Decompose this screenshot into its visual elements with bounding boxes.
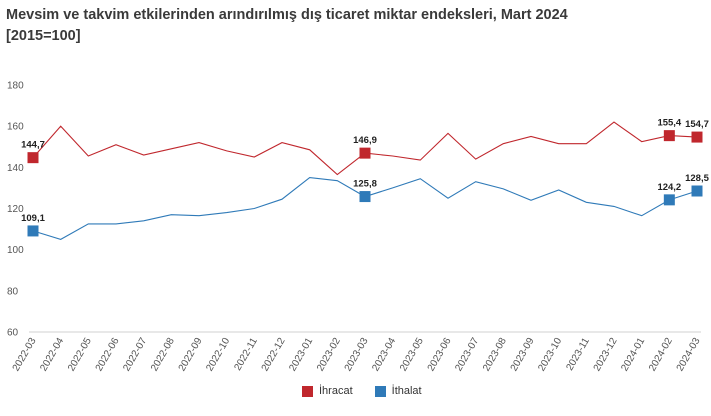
x-tick-label: 2023-07 xyxy=(453,336,481,374)
x-tick-label: 2023-02 xyxy=(315,336,343,374)
x-tick-label: 2023-03 xyxy=(343,336,371,374)
x-tick-label: 2023-11 xyxy=(564,336,592,373)
legend-label-exports: İhracat xyxy=(319,385,353,397)
data-marker-exports xyxy=(359,147,371,159)
y-tick-label: 140 xyxy=(7,163,24,174)
data-label-imports: 124,2 xyxy=(657,182,681,193)
data-label-exports: 144,7 xyxy=(21,140,45,151)
legend-label-imports: İthalat xyxy=(391,385,422,397)
chart-title: Mevsim ve takvim etkilerinden arındırılm… xyxy=(6,7,568,23)
y-tick-label: 80 xyxy=(7,286,19,297)
x-tick-label: 2022-04 xyxy=(38,336,66,374)
data-marker-exports xyxy=(691,131,703,143)
x-tick-label: 2024-02 xyxy=(647,336,675,374)
y-tick-label: 100 xyxy=(7,245,24,256)
data-label-imports: 109,1 xyxy=(21,213,45,224)
x-tick-label: 2022-08 xyxy=(149,336,177,374)
legend-item-imports[interactable]: İthalat xyxy=(374,385,422,397)
x-tick-label: 2023-01 xyxy=(287,336,315,374)
data-label-imports: 125,8 xyxy=(353,179,377,190)
legend-item-exports[interactable]: İhracat xyxy=(302,385,353,397)
x-tick-label: 2023-06 xyxy=(426,336,454,374)
x-tick-label: 2024-03 xyxy=(675,336,703,374)
x-tick-label: 2022-03 xyxy=(11,336,39,374)
x-tick-label: 2024-01 xyxy=(619,336,647,374)
y-tick-label: 120 xyxy=(7,204,24,215)
x-tick-label: 2022-11 xyxy=(232,336,260,373)
x-tick-label: 2023-10 xyxy=(536,336,564,374)
data-label-exports: 154,7 xyxy=(685,119,709,130)
x-tick-label: 2023-12 xyxy=(592,336,620,374)
data-marker-exports xyxy=(663,130,675,142)
x-tick-label: 2022-05 xyxy=(66,336,94,374)
data-marker-imports xyxy=(27,225,39,237)
data-label-imports: 128,5 xyxy=(685,173,709,184)
x-tick-label: 2022-09 xyxy=(177,336,205,374)
x-tick-label: 2023-08 xyxy=(481,336,509,374)
x-tick-label: 2022-06 xyxy=(94,336,122,374)
x-tick-label: 2022-12 xyxy=(260,336,288,374)
legend-swatch-exports xyxy=(302,385,313,397)
data-label-exports: 146,9 xyxy=(353,135,377,146)
x-tick-label: 2023-04 xyxy=(370,336,398,374)
y-tick-label: 180 xyxy=(7,81,24,92)
x-tick-label: 2023-09 xyxy=(509,336,537,374)
data-marker-exports xyxy=(27,152,39,164)
data-label-exports: 155,4 xyxy=(657,118,681,129)
y-tick-label: 60 xyxy=(7,328,19,339)
x-tick-label: 2023-05 xyxy=(398,336,426,374)
chart-subtitle: [2015=100] xyxy=(6,28,81,44)
y-tick-label: 160 xyxy=(7,122,24,133)
data-marker-imports xyxy=(691,185,703,197)
x-tick-label: 2022-10 xyxy=(204,336,232,374)
legend-swatch-imports xyxy=(374,385,386,397)
x-tick-label: 2022-07 xyxy=(121,336,149,374)
data-marker-imports xyxy=(359,191,371,203)
legend: İhracat İthalat xyxy=(302,385,444,397)
data-marker-imports xyxy=(663,194,675,206)
